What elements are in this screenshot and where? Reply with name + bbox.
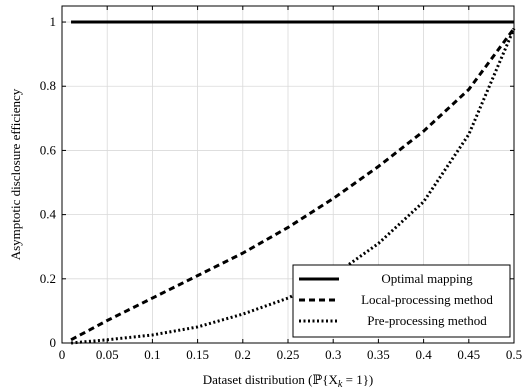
legend-label: Local-processing method (361, 292, 493, 307)
y-tick-label: 0.6 (40, 142, 57, 157)
x-axis-title-subscript: k (338, 379, 343, 390)
x-tick-label: 0.15 (186, 347, 209, 362)
y-tick-label: 0.2 (40, 271, 56, 286)
x-tick-label: 0.5 (506, 347, 522, 362)
y-tick-label: 0 (50, 335, 57, 350)
legend-label: Pre-processing method (367, 313, 487, 328)
plot-area (70, 20, 516, 345)
x-axis-title: Dataset distribution (ℙ{Xk = 1}) (203, 372, 374, 390)
x-tick-label: 0.2 (235, 347, 251, 362)
x-tick-label: 0.1 (144, 347, 160, 362)
x-tick-label: 0.3 (325, 347, 341, 362)
y-axis-title: Asymptotic disclosure efficiency (8, 88, 23, 260)
x-tick-label: 0.25 (277, 347, 300, 362)
series-line-dashed (70, 27, 516, 342)
axis-ticks: 0 0.05 0.1 0.15 0.2 0.25 0.3 0.35 0.4 0.45 0.5 0 0.2… (40, 6, 522, 362)
legend: Optimal mapping Local-processing method Pr… (292, 264, 511, 338)
x-tick-label: 0 (59, 347, 66, 362)
y-tick-label: 1 (50, 14, 57, 29)
y-tick-label: 0.4 (40, 207, 57, 222)
legend-label: Optimal mapping (381, 271, 473, 286)
x-axis-title-main: Dataset distribution (ℙ{X (203, 372, 339, 387)
x-tick-label: 0.45 (457, 347, 480, 362)
x-tick-label: 0.35 (367, 347, 390, 362)
x-tick-label: 0.4 (415, 347, 432, 362)
y-tick-label: 0.8 (40, 78, 56, 93)
x-tick-label: 0.05 (96, 347, 119, 362)
x-axis-title-tail: = 1}) (342, 372, 373, 387)
